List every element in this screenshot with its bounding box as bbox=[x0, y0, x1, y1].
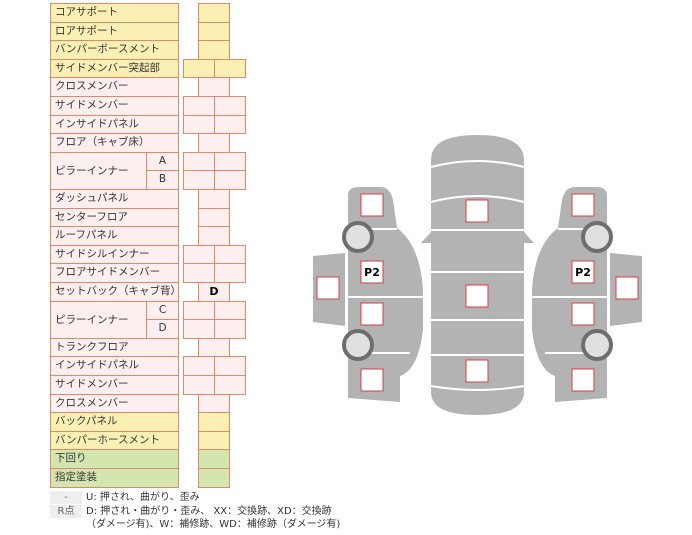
row-label: インサイドパネル bbox=[50, 114, 179, 135]
input-cell-right[interactable] bbox=[214, 170, 246, 190]
damage-marker[interactable] bbox=[615, 276, 639, 300]
legend-key: R点 bbox=[50, 504, 82, 518]
damage-marker[interactable] bbox=[571, 193, 595, 217]
wheel-icon bbox=[581, 329, 613, 361]
wheel-icon bbox=[342, 329, 374, 361]
damage-marker[interactable] bbox=[465, 359, 489, 383]
row-label: センターフロア bbox=[50, 207, 179, 228]
damage-marker[interactable] bbox=[571, 368, 595, 392]
input-cell-right[interactable] bbox=[214, 263, 246, 283]
row-label: クロスメンバー bbox=[50, 393, 179, 414]
wheel-icon bbox=[342, 221, 374, 253]
row-label: フロアサイドメンバー bbox=[50, 263, 179, 283]
legend-text: D: 押され・曲がり・歪み、 XX：交換跡、XD：交換跡 bbox=[86, 505, 332, 517]
damage-code-right_mark: P2 bbox=[575, 266, 591, 279]
side-body bbox=[348, 187, 423, 402]
input-cell-right[interactable] bbox=[214, 58, 246, 79]
row-label: クロスメンバー bbox=[50, 77, 179, 97]
row-label: サイドメンバー突起部 bbox=[50, 58, 179, 79]
input-cell-right[interactable] bbox=[214, 319, 246, 339]
row-label: サイドメンバー bbox=[50, 375, 179, 395]
damage-marker-right_mark[interactable] bbox=[571, 260, 595, 284]
legend-item: R点 D: 押され・曲がり・歪み、 XX：交換跡、XD：交換跡 bbox=[50, 504, 332, 518]
damage-marker[interactable] bbox=[360, 302, 384, 326]
damage-marker[interactable] bbox=[316, 276, 340, 300]
row-label: ピラーインナー bbox=[50, 151, 147, 190]
car-top-body bbox=[421, 135, 534, 415]
legend-item: （ダメージ有)、W：補修跡、WD：補修跡（ダメージ有) bbox=[50, 518, 340, 531]
panel-line bbox=[430, 160, 525, 168]
panel-line bbox=[430, 195, 525, 203]
row-sublabel: A bbox=[146, 151, 179, 172]
damage-marker[interactable] bbox=[360, 368, 384, 392]
damage-marker[interactable] bbox=[360, 193, 384, 217]
input-cell[interactable] bbox=[198, 468, 230, 488]
row-label: バンパーホースメント bbox=[50, 430, 179, 451]
damage-code-left_mark: P2 bbox=[364, 266, 380, 279]
panel-line bbox=[430, 385, 525, 391]
input-cell-right[interactable] bbox=[214, 114, 246, 135]
row-label: バンパーボースメント bbox=[50, 40, 179, 60]
legend-text: U: 押され、曲がり、歪み bbox=[86, 492, 200, 503]
row-label: 指定塗装 bbox=[50, 468, 179, 488]
legend-key: - bbox=[50, 491, 82, 504]
damage-marker[interactable] bbox=[465, 199, 489, 223]
row-label: トランクフロア bbox=[50, 337, 179, 358]
row-label: フロア（キャブ床） bbox=[50, 133, 179, 153]
damage-marker[interactable] bbox=[571, 302, 595, 326]
row-label: サイドシルインナー bbox=[50, 244, 179, 265]
damage-marker[interactable] bbox=[465, 284, 489, 308]
car-left-side bbox=[313, 187, 423, 402]
row-label: 下回り bbox=[50, 449, 179, 469]
input-cell[interactable]: D bbox=[198, 282, 230, 302]
row-label: ピラーインナー bbox=[50, 300, 147, 339]
damage-marker-left_mark[interactable] bbox=[360, 260, 384, 284]
legend-text: （ダメージ有)、W：補修跡、WD：補修跡（ダメージ有) bbox=[86, 519, 341, 530]
wheel-icon bbox=[581, 221, 613, 253]
legend-item: - U: 押され、曲がり、歪み bbox=[50, 491, 200, 504]
input-cell-right[interactable] bbox=[214, 375, 246, 395]
side-body bbox=[532, 187, 607, 402]
row-label: サイドメンバー bbox=[50, 96, 179, 116]
